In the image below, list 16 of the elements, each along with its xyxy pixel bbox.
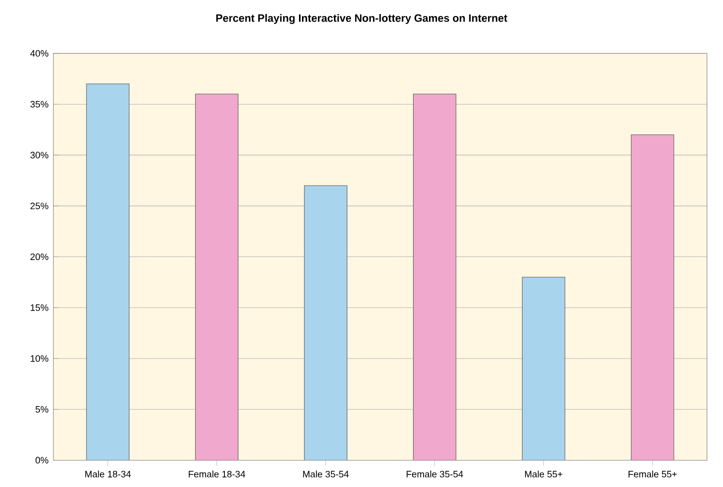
y-tick-label: 15% — [30, 304, 48, 311]
y-tick-label: 25% — [30, 202, 48, 210]
x-tick-label: Female 35-54 — [406, 470, 464, 478]
y-tick-label: 0% — [36, 456, 48, 464]
x-tick-label: Male 55+ — [525, 470, 562, 478]
x-tick-label: Male 18-34 — [85, 470, 131, 478]
y-tick-label: 10% — [30, 355, 48, 362]
y-tick-label: 5% — [36, 406, 48, 413]
y-tick-label: 40% — [30, 50, 48, 57]
x-tick-label: Female 18-34 — [188, 470, 246, 478]
y-tick-label: 20% — [30, 254, 48, 260]
chart-title: Percent Playing Interactive Non-lottery Games on Internet — [216, 14, 508, 24]
y-tick-label: 30% — [30, 152, 48, 158]
x-tick-label: Female 55+ — [628, 470, 677, 478]
x-tick-label: Male 35-54 — [303, 470, 349, 478]
y-tick-label: 35% — [30, 100, 48, 108]
